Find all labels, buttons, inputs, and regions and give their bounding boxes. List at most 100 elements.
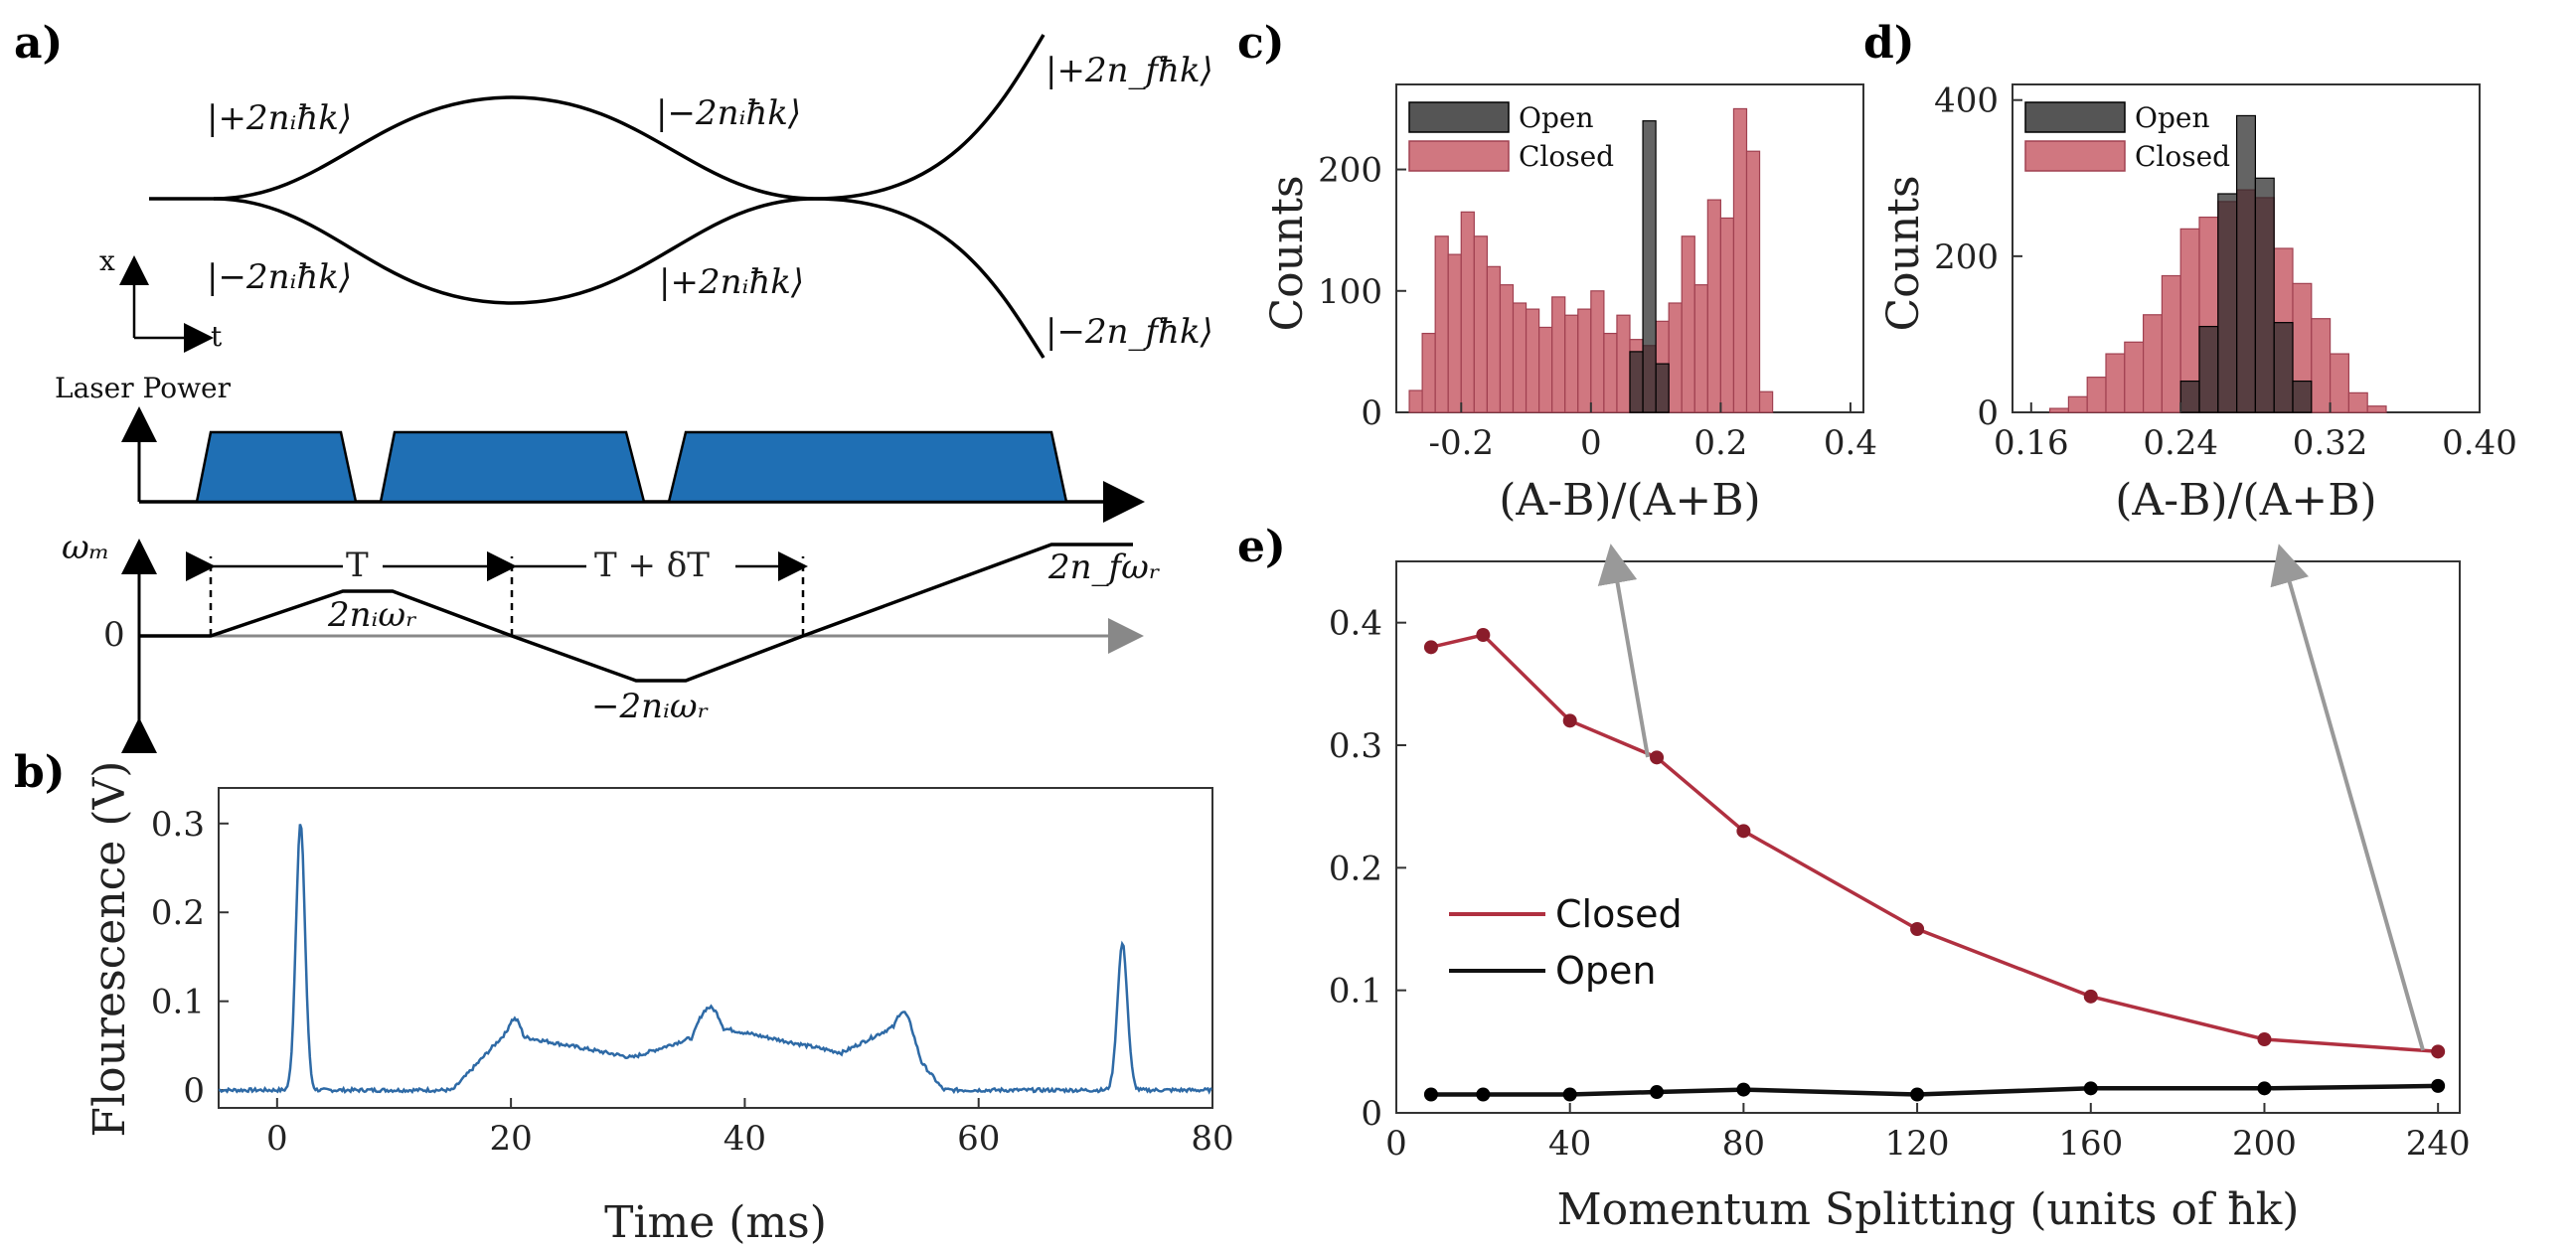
panel-d-xtick-label: 0.32 bbox=[2293, 423, 2368, 463]
legend-c-closed: Closed bbox=[1519, 140, 1614, 173]
closed-bar bbox=[1538, 326, 1553, 413]
panel-e-letter: e) bbox=[1237, 522, 1286, 572]
panel-c-xtick-label: 0 bbox=[1580, 423, 1602, 463]
open-bar bbox=[1642, 120, 1657, 413]
open-bar bbox=[1629, 351, 1644, 413]
panel-e-ytick-label: 0.1 bbox=[1329, 972, 1382, 1012]
ket-upper-left: |+2nᵢħk⟩ bbox=[207, 98, 352, 138]
closed-bar bbox=[1603, 332, 1618, 413]
panel-e-ytick-label: 0 bbox=[1361, 1094, 1382, 1134]
axis-x-label: x bbox=[99, 244, 115, 277]
point-open bbox=[1910, 1087, 1925, 1102]
panel-d-ytick-label: 400 bbox=[1934, 81, 1999, 121]
ket-lower-right: |−2n_fħk⟩ bbox=[1046, 312, 1213, 352]
omega-up-label: 2nᵢωᵣ bbox=[327, 595, 417, 635]
closed-bar bbox=[1577, 308, 1592, 413]
laser-pulse-3 bbox=[667, 430, 1068, 504]
legend-e-open: Open bbox=[1555, 949, 1657, 993]
closed-bar bbox=[1512, 302, 1528, 413]
panel-c-ylabel: Counts bbox=[1262, 175, 1313, 331]
panel-c-xtick-label: 0.4 bbox=[1824, 423, 1877, 463]
panel-c-letter: c) bbox=[1237, 18, 1285, 69]
closed-bar bbox=[1693, 284, 1708, 413]
panel-e-ytick-label: 0.4 bbox=[1329, 604, 1382, 644]
panel-e-xtick-label: 0 bbox=[1385, 1124, 1407, 1164]
ket-upper-right: |+2n_fħk⟩ bbox=[1046, 51, 1213, 90]
ket-lower-mid: |+2nᵢħk⟩ bbox=[659, 262, 804, 302]
closed-bar bbox=[2330, 353, 2350, 413]
point-closed bbox=[2257, 1032, 2272, 1046]
panel-b-frame bbox=[218, 787, 1213, 1109]
panel-d-ylabel: Counts bbox=[1878, 175, 1929, 331]
closed-bar bbox=[2049, 407, 2070, 413]
open-bar bbox=[2236, 114, 2257, 413]
panel-e-ytick-label: 0.3 bbox=[1329, 726, 1382, 766]
closed-bar bbox=[2311, 318, 2332, 413]
omega-zero-label: 0 bbox=[103, 615, 125, 655]
point-closed bbox=[2431, 1044, 2446, 1059]
panel-e-legend: Closed Open bbox=[1449, 892, 1683, 993]
point-closed bbox=[1650, 750, 1665, 765]
panel-d: d) 0.16 0.24 0.32 0.40 0 200 400 Open Closed (… bbox=[1863, 18, 2517, 526]
panel-e-frame bbox=[1395, 560, 2461, 1114]
closed-bar bbox=[1434, 235, 1449, 413]
panel-b-ytick-label: 0.3 bbox=[151, 805, 205, 845]
panel-c-xtick-label: 0.2 bbox=[1693, 423, 1747, 463]
closed-bar bbox=[1421, 332, 1436, 413]
T-dT-label: T + δT bbox=[594, 546, 710, 585]
point-open bbox=[2257, 1081, 2272, 1096]
legend-e-closed: Closed bbox=[1555, 892, 1683, 936]
open-bar bbox=[2179, 380, 2200, 413]
panel-c-ticks: -0.2 0 0.2 0.4 0 100 200 bbox=[1318, 151, 1877, 463]
closed-bar bbox=[1525, 308, 1540, 413]
laser-pulse-1 bbox=[195, 430, 358, 504]
laser-power-label: Laser Power bbox=[55, 372, 232, 404]
point-open bbox=[1423, 1087, 1438, 1102]
point-closed bbox=[1476, 628, 1491, 642]
interferometer-diagram bbox=[149, 34, 1046, 359]
panel-d-xtick-label: 0.24 bbox=[2143, 423, 2218, 463]
panel-e-xtick-label: 40 bbox=[1548, 1124, 1591, 1164]
panel-e-ytick-label: 0.2 bbox=[1329, 849, 1382, 888]
closed-bar bbox=[1732, 107, 1748, 413]
open-bar bbox=[2292, 380, 2313, 413]
open-bar bbox=[1655, 363, 1670, 413]
panel-b-xtick-label: 40 bbox=[724, 1119, 766, 1159]
panel-b: b) 0 20 40 60 80 0 0.1 0.2 0.3 Time (ms) Floures… bbox=[14, 747, 1234, 1247]
open-bar bbox=[2273, 322, 2294, 413]
closed-bar bbox=[1681, 235, 1695, 413]
path-upper bbox=[149, 34, 1046, 201]
omega-label: ωₘ bbox=[62, 528, 110, 567]
panel-e-series bbox=[1423, 628, 2446, 1102]
panel-b-ylabel: Flourescence (V) bbox=[84, 761, 135, 1138]
arrow-to-panel-c bbox=[1597, 544, 1650, 758]
panel-b-xtick-label: 20 bbox=[489, 1119, 532, 1159]
ket-lower-left: |−2nᵢħk⟩ bbox=[207, 257, 352, 297]
closed-bar bbox=[1590, 290, 1605, 413]
panel-d-letter: d) bbox=[1863, 18, 1915, 69]
point-closed bbox=[2083, 989, 2098, 1004]
legend-d-open: Open bbox=[2135, 101, 2209, 134]
closed-bar bbox=[1616, 314, 1631, 413]
panel-a: a) |+2nᵢħk⟩ |−2nᵢħk⟩ |−2nᵢħk⟩ |+2nᵢħk⟩ |… bbox=[14, 18, 1213, 753]
panel-b-ytick-label: 0.1 bbox=[151, 983, 205, 1022]
point-open bbox=[1736, 1082, 1751, 1097]
panel-c-ytick-label: 100 bbox=[1318, 272, 1382, 312]
panel-b-ticks: 0 20 40 60 80 0 0.1 0.2 0.3 bbox=[151, 805, 1234, 1159]
panel-a-letter: a) bbox=[14, 18, 63, 69]
series-line-open bbox=[1430, 1083, 2439, 1097]
point-open bbox=[1562, 1087, 1577, 1102]
closed-bar bbox=[1460, 211, 1475, 413]
legend-c-open: Open bbox=[1519, 101, 1593, 134]
closed-bar bbox=[2124, 341, 2145, 413]
closed-bar bbox=[2143, 314, 2164, 413]
open-bar bbox=[2254, 177, 2275, 413]
point-open bbox=[1650, 1085, 1665, 1100]
panel-e-xlabel: Momentum Splitting (units of ħk) bbox=[1557, 1184, 2300, 1235]
point-open bbox=[2431, 1078, 2446, 1093]
closed-bar bbox=[1408, 390, 1423, 413]
panel-b-letter: b) bbox=[14, 747, 66, 798]
closed-bar bbox=[1499, 284, 1515, 413]
closed-bar bbox=[1668, 302, 1683, 413]
closed-bar bbox=[2366, 405, 2387, 413]
